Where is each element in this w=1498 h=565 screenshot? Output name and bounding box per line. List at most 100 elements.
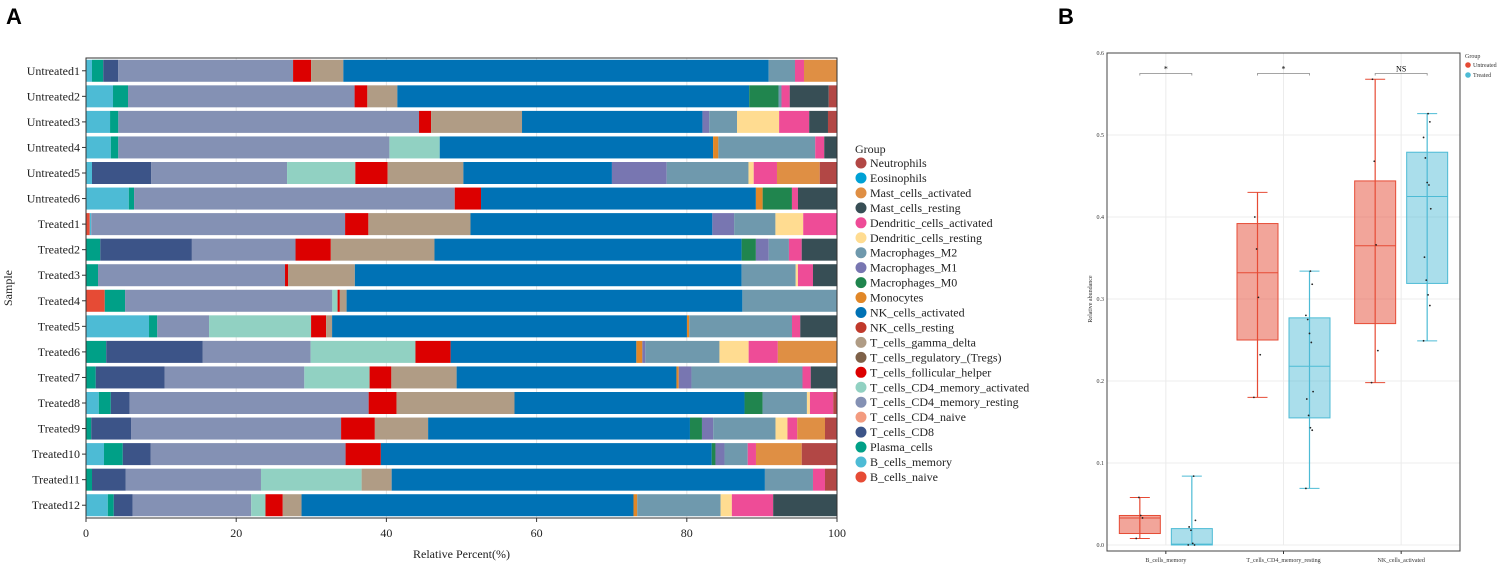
bar-segment-Plasma_cells: [86, 366, 96, 389]
bar-segment-T_cells_gamma_delta: [330, 238, 435, 261]
bar-row-Treated12: [86, 494, 837, 517]
bar-segment-B_cells_naive: [86, 213, 90, 236]
y-tick-label: Untreated6: [27, 192, 80, 206]
bar-segment-Macrophages_M1: [755, 238, 769, 261]
data-point: [1309, 426, 1312, 429]
bar-segment-T_cells_follicular_helper: [354, 85, 368, 108]
bar-segment-Neutrophils: [833, 392, 837, 414]
plot-area: [86, 58, 837, 518]
bar-segment-T_cells_follicular_helper: [293, 59, 312, 82]
bar-segment-Mast_cells_activated: [776, 162, 820, 184]
bar-segment-B_cells_memory: [86, 443, 105, 466]
bar-segment-T_cells_follicular_helper: [337, 289, 340, 312]
bar-segment-T_cells_follicular_helper: [341, 417, 375, 440]
bar-segment-Dendritic_cells_activated: [748, 340, 778, 363]
bar-segment-Mast_cells_activated: [797, 417, 825, 440]
bar-segment-NK_cells_activated: [428, 417, 690, 440]
bar-segment-Dendritic_cells_activated: [788, 238, 802, 261]
bar-segment-Macrophages_M2: [768, 59, 795, 82]
bar-row-Treated6: [86, 340, 837, 363]
legend-item-T_cells_CD8: T_cells_CD8: [870, 425, 934, 439]
x-tick-label: 40: [380, 526, 392, 540]
bar-segment-Macrophages_M2: [741, 264, 796, 287]
bar-segment-Mast_cells_activated: [777, 340, 837, 363]
bar-segment-Macrophages_M0: [762, 187, 792, 210]
bar-segment-Dendritic_cells_activated: [781, 85, 790, 108]
bar-segment-Plasma_cells: [110, 110, 119, 133]
data-point: [1312, 390, 1314, 393]
bar-segment-Dendritic_cells_resting: [775, 213, 804, 236]
bar-segment-T_cells_CD4_memory_resting: [125, 289, 333, 312]
bar-segment-Macrophages_M0: [744, 392, 763, 414]
bar-segment-T_cells_CD4_memory_resting: [157, 315, 210, 338]
data-point: [1426, 181, 1429, 184]
data-point: [1191, 542, 1194, 545]
bar-segment-B_cells_memory: [86, 315, 150, 338]
legend-swatch: [855, 396, 867, 408]
plot-border: [1106, 52, 1461, 552]
bar-segment-T_cells_CD4_memory_resting: [91, 213, 346, 236]
y-tick-label: 0.5: [1097, 133, 1105, 139]
legend-swatch: [855, 172, 867, 184]
bar-segment-T_cells_follicular_helper: [415, 340, 451, 363]
data-point: [1305, 487, 1307, 490]
bar-segment-NK_cells_activated: [450, 340, 637, 363]
bar-segment-Macrophages_M2: [768, 238, 789, 261]
bar-segment-B_cells_memory: [86, 85, 114, 108]
legend-item-T_cells_follicular_helper: T_cells_follicular_helper: [870, 365, 991, 379]
legend-item-T_cells_regulatory_(Tregs): T_cells_regulatory_(Tregs): [870, 350, 1002, 364]
data-point: [1373, 160, 1376, 163]
bar-segment-T_cells_CD4_memory_resting: [132, 494, 252, 517]
legend-swatch: [855, 366, 867, 378]
x-tick-label: B_cells_memory: [1145, 558, 1186, 564]
bar-segment-B_cells_memory: [89, 213, 92, 236]
data-point: [1375, 243, 1377, 246]
y-tick-label: Untreated4: [27, 140, 80, 154]
y-tick-label: Untreated3: [27, 115, 80, 129]
legend-item-Mast_cells_activated: Mast_cells_activated: [870, 186, 971, 200]
y-axis-label: Relative abundance: [1088, 275, 1094, 322]
data-point: [1306, 318, 1309, 321]
significance-bracket: [1257, 73, 1310, 76]
legend: GroupNeutrophilsEosinophilsMast_cells_ac…: [855, 142, 1029, 484]
bar-segment-Macrophages_M1: [611, 162, 667, 184]
data-point: [1425, 279, 1428, 282]
bar-segment-B_cells_memory: [86, 392, 99, 414]
bar-segment-Macrophages_M2: [724, 443, 748, 466]
legend-swatch: [855, 277, 867, 289]
legend-swatch: [855, 381, 867, 393]
data-point: [1310, 341, 1313, 344]
bar-segment-Dendritic_cells_activated: [794, 59, 804, 82]
significance-label: *: [1164, 65, 1168, 74]
bar-segment-Dendritic_cells_activated: [779, 110, 810, 133]
bar-segment-Macrophages_M2: [645, 340, 720, 363]
y-tick-label: 0.6: [1097, 51, 1105, 57]
data-point: [1428, 184, 1430, 186]
bar-segment-Dendritic_cells_activated: [747, 443, 756, 466]
bar-segment-Macrophages_M2: [762, 392, 807, 414]
bar-segment-Macrophages_M2: [713, 417, 776, 440]
bar-segment-Macrophages_M0: [749, 85, 779, 108]
data-point: [1428, 120, 1431, 123]
bar-segment-Mast_cells_resting: [789, 85, 829, 108]
bar-segment-Mast_cells_resting: [773, 494, 837, 517]
box-Treated: [1406, 112, 1449, 342]
bar-segment-T_cells_CD4_memory_resting: [118, 59, 294, 82]
y-tick-label: Treated3: [38, 268, 80, 282]
bar-segment-B_cells_memory: [86, 110, 111, 133]
bar-segment-T_cells_CD4_memory_activated: [304, 366, 370, 389]
bar-segment-B_cells_memory: [86, 187, 129, 210]
bar-segment-T_cells_gamma_delta: [311, 59, 344, 82]
legend-item-Treated: Treated: [1473, 73, 1491, 79]
bar-segment-Mast_cells_resting: [801, 238, 837, 261]
data-point: [1311, 429, 1314, 432]
box-iqr: [1288, 317, 1331, 419]
bar-segment-Dendritic_cells_activated: [787, 417, 798, 440]
bar-segment-NK_cells_activated: [514, 392, 745, 414]
x-tick-label: 20: [230, 526, 242, 540]
bar-segment-NK_cells_activated: [456, 366, 677, 389]
data-point: [1371, 78, 1374, 81]
legend-item-B_cells_naive: B_cells_naive: [870, 470, 938, 484]
bar-segment-B_cells_memory: [86, 136, 111, 159]
bar-segment-T_cells_follicular_helper: [265, 494, 283, 517]
